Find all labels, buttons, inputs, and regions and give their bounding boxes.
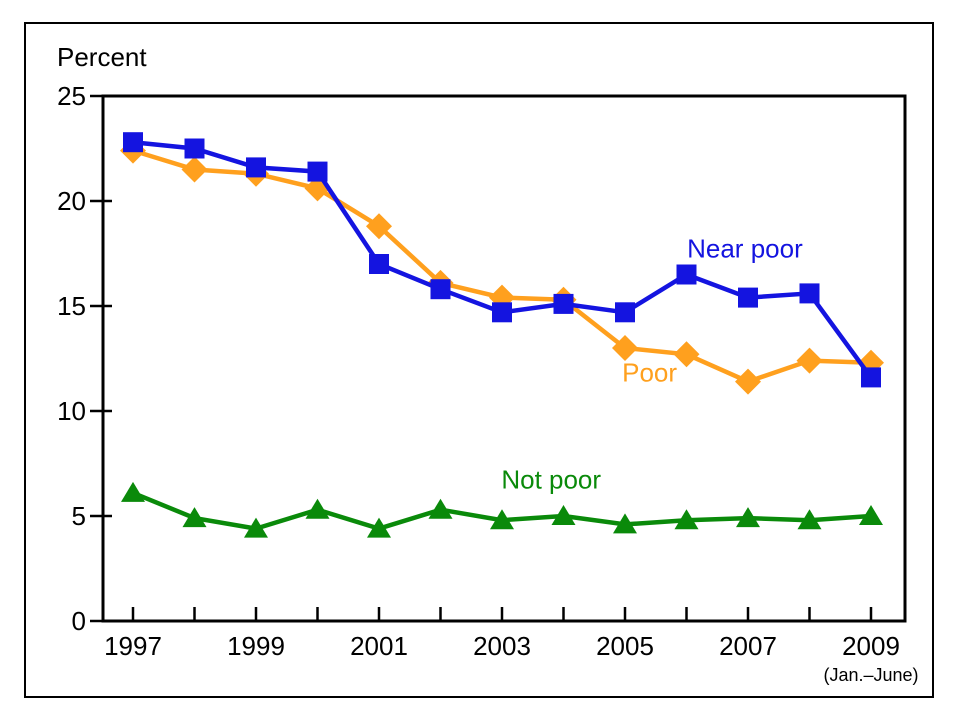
near-poor-marker: [307, 161, 328, 182]
x-tick-label: 2003: [473, 631, 531, 661]
x-tick-label: 2001: [350, 631, 408, 661]
y-tick-label: 25: [57, 81, 86, 111]
poor-marker: [673, 341, 700, 368]
not-poor-marker: [121, 481, 145, 502]
not-poor-marker: [367, 517, 391, 538]
not-poor-marker: [182, 507, 207, 528]
near-poor-marker: [123, 132, 143, 153]
not-poor-marker: [490, 509, 514, 530]
y-tick-label: 20: [57, 186, 86, 216]
near-poor-marker: [615, 302, 635, 323]
near-poor-marker: [184, 138, 205, 159]
x-tick-label: 1997: [104, 631, 162, 661]
poor-marker: [612, 335, 638, 361]
not-poor-marker: [859, 505, 883, 525]
y-tick-label: 10: [57, 396, 86, 426]
y-axis-title: Percent: [57, 42, 147, 72]
poor-marker: [181, 156, 208, 183]
near-poor-marker: [799, 283, 820, 304]
poor-marker: [796, 347, 823, 374]
poor-series-label: Poor: [622, 358, 677, 388]
near-poor-marker: [369, 254, 389, 274]
x-tick-label: 1999: [227, 631, 285, 661]
not-poor-marker: [428, 498, 453, 519]
y-tick-label: 0: [72, 606, 86, 636]
y-tick-label: 15: [57, 291, 86, 321]
near-poor-marker: [676, 264, 697, 285]
near-poor-marker: [430, 279, 451, 300]
not-poor-marker: [244, 517, 268, 538]
figure-border: [24, 22, 934, 698]
x-tick-label: 2009: [842, 631, 900, 661]
poor-marker: [366, 213, 392, 240]
not-poor-series-label: Not poor: [501, 465, 601, 495]
x-tick-label: 2005: [596, 631, 654, 661]
x-axis-note: (Jan.–June): [823, 665, 918, 685]
near-poor-marker: [553, 293, 574, 314]
near-poor-marker: [738, 287, 758, 308]
not-poor-marker: [797, 509, 822, 530]
not-poor-marker: [305, 498, 330, 519]
x-tick-label: 2007: [719, 631, 777, 661]
not-poor-marker: [551, 505, 576, 525]
poor-marker: [735, 368, 761, 395]
near-poor-marker: [861, 367, 881, 388]
near-poor-marker: [246, 157, 266, 178]
not-poor-marker: [613, 513, 637, 534]
near-poor-marker: [492, 302, 512, 323]
not-poor-marker: [674, 509, 699, 530]
not-poor-marker: [736, 507, 760, 528]
poor-line: [132, 148, 872, 385]
plot-frame: [101, 94, 907, 623]
near-poor-series-label: Near poor: [687, 234, 803, 264]
y-tick-label: 5: [72, 501, 86, 531]
